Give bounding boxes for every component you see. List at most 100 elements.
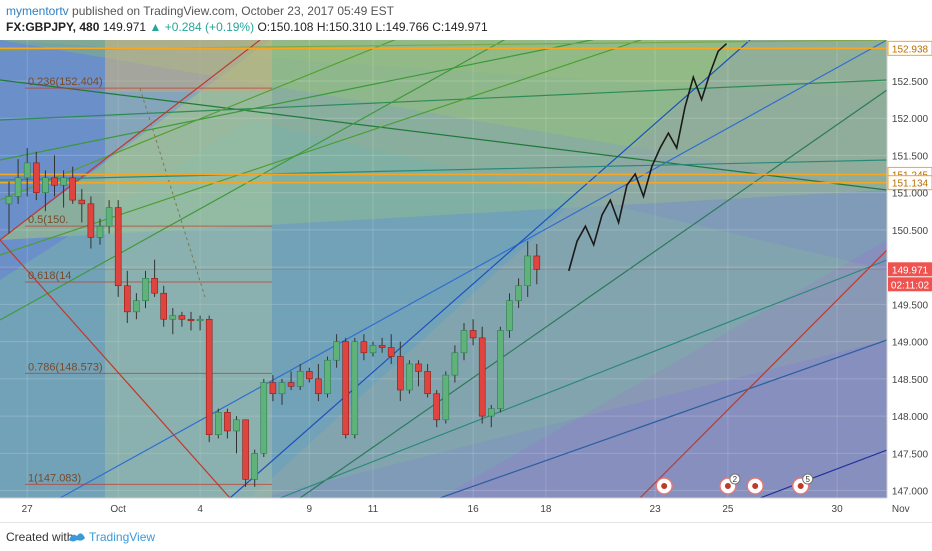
time-tick-label: 27 xyxy=(22,504,34,515)
ohlc-values: O:150.108 H:150.310 L:149.766 C:149.971 xyxy=(257,20,488,34)
candle-body xyxy=(178,315,186,320)
candle-body xyxy=(51,177,58,186)
candle-body xyxy=(324,359,331,395)
author-link[interactable]: mymentortv xyxy=(6,4,69,18)
price-axis[interactable]: 152.938151.245151.134147.000147.500148.0… xyxy=(886,40,932,498)
event-marker-dot xyxy=(724,483,731,489)
candle-body xyxy=(406,363,413,391)
candle-body xyxy=(515,285,522,301)
fan-band xyxy=(440,240,887,498)
fib-level-label: 0.618(14 xyxy=(28,270,71,282)
candle-body xyxy=(142,278,149,301)
symbol-label: FX:GBPJPY, 480 xyxy=(6,20,100,34)
candle-body xyxy=(187,318,195,322)
price-tick-label: 151.000 xyxy=(892,189,929,200)
candle-body xyxy=(224,412,231,432)
price-tick-label: 151.500 xyxy=(892,151,929,162)
candle-body xyxy=(69,177,76,201)
candle-body xyxy=(233,419,240,432)
price-tick-label: 148.500 xyxy=(892,375,929,386)
level-price-tag xyxy=(887,175,932,191)
candle-body xyxy=(269,382,277,395)
candle-body xyxy=(133,300,140,313)
candle-body xyxy=(369,345,377,354)
tradingview-link[interactable]: TradingView xyxy=(89,530,156,544)
candle-body xyxy=(23,162,31,179)
event-badge-count: 5 xyxy=(805,475,810,484)
candle-body xyxy=(315,378,322,395)
candle-body xyxy=(169,315,177,320)
fan-line xyxy=(0,79,887,191)
level-price-tag xyxy=(887,40,932,56)
tradingview-logo-icon xyxy=(69,533,85,542)
candle-body xyxy=(487,408,495,417)
candle-body xyxy=(151,278,158,294)
candle-body xyxy=(533,255,541,270)
time-axis-bg xyxy=(0,498,887,522)
fib-level-label: 0.5(150. xyxy=(28,214,68,226)
candle-body xyxy=(506,300,513,331)
candle-body xyxy=(415,363,422,372)
time-tick-label: 25 xyxy=(722,504,734,515)
candle-body xyxy=(60,177,67,186)
time-tick-label: 18 xyxy=(540,504,552,515)
time-tick-label: 23 xyxy=(650,504,662,515)
price-tick-label: 147.000 xyxy=(892,487,929,498)
price-flag-label: 02:11:02 xyxy=(891,280,930,291)
time-tick-label: Nov xyxy=(892,504,910,515)
publish-line: mymentortv published on TradingView.com,… xyxy=(6,4,394,18)
last-price: 149.971 xyxy=(102,20,147,34)
footer: Created with TradingView xyxy=(0,522,932,551)
time-tick-label: Oct xyxy=(110,504,126,515)
fib-level-label: 0.786(148.573) xyxy=(28,361,103,373)
time-tick-label: 9 xyxy=(307,504,313,515)
horizontal-levels xyxy=(0,47,887,270)
candle-body xyxy=(524,255,532,287)
candle-body xyxy=(5,196,13,205)
candle-body xyxy=(396,356,404,391)
time-axis[interactable]: 27Oct49111618232530Nov6 xyxy=(0,497,932,522)
candle-body xyxy=(360,341,368,354)
fib-trend-line xyxy=(139,88,206,298)
candle-body xyxy=(96,225,104,238)
fan-line xyxy=(439,339,887,498)
candle-body xyxy=(278,382,286,395)
chart-header: mymentortv published on TradingView.com,… xyxy=(0,0,932,40)
event-badge xyxy=(802,473,814,485)
price-change: +0.284 (+0.19%) xyxy=(164,20,255,34)
candle-body xyxy=(196,318,204,322)
time-tick-label: 16 xyxy=(468,504,480,515)
symbol-line: FX:GBPJPY, 480 149.971 ▲ +0.284 (+0.19%)… xyxy=(6,20,488,34)
fan-line xyxy=(0,159,887,181)
fib-level-label: 1(147.083) xyxy=(28,472,81,484)
price-tick-label: 149.000 xyxy=(892,338,929,349)
price-flag-label: 149.971 xyxy=(892,265,929,276)
fan-line xyxy=(759,449,887,498)
price-tick-label: 150.500 xyxy=(892,226,929,237)
fan-band xyxy=(0,120,887,498)
fib-level-label: 0.236(152.404) xyxy=(28,76,103,88)
price-tick-label: 147.500 xyxy=(892,449,929,460)
candle-body xyxy=(378,345,386,348)
event-marker-dot xyxy=(661,483,668,489)
price-tick-label: 149.500 xyxy=(892,300,929,311)
price-chart[interactable]: 0.236(152.404) 0.5(150. 0.618(14 0.786(148.… xyxy=(0,40,932,522)
price-flag xyxy=(888,277,932,292)
plot-area[interactable]: 0.236(152.404) 0.5(150. 0.618(14 0.786(148.… xyxy=(0,40,932,498)
candle-body xyxy=(215,412,222,435)
fan-line xyxy=(0,239,231,498)
fan-line xyxy=(639,249,887,498)
projection-drawing xyxy=(568,43,728,272)
time-tick-label: 30 xyxy=(832,504,844,515)
fan-line xyxy=(0,40,595,161)
time-tick-label: 4 xyxy=(197,504,203,515)
candle-body xyxy=(387,347,395,357)
candle-body xyxy=(442,374,450,421)
candlesticks xyxy=(5,147,541,487)
candle-body xyxy=(32,162,40,193)
up-arrow-icon: ▲ xyxy=(149,20,162,34)
candle-body xyxy=(87,203,95,238)
candle-body xyxy=(478,337,486,417)
fan-line xyxy=(279,259,887,498)
